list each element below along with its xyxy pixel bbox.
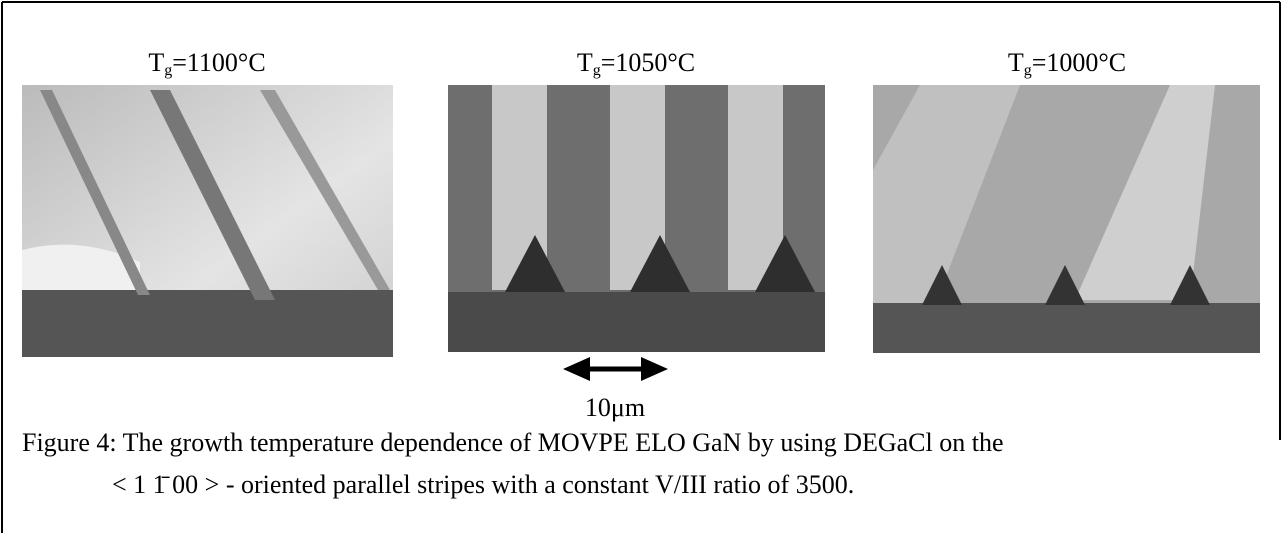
caption: Figure 4: The growth temperature depende…: [22, 428, 1004, 458]
scale-arrow: [563, 357, 668, 381]
scale-label: 10μm: [565, 393, 665, 423]
sem-image: [22, 85, 393, 357]
page: Tg=1100°C Tg=1050°C Tg=1000°C 10μm Figur…: [0, 0, 1283, 533]
panel-label: Tg=1050°C: [536, 48, 736, 80]
sem-image: [448, 85, 825, 352]
panel-label: Tg=1100°C: [107, 48, 307, 80]
caption: < 1 1̄ 00 > - oriented parallel stripes …: [112, 470, 854, 500]
panel-label: Tg=1000°C: [967, 48, 1167, 80]
sem-image: [873, 85, 1260, 353]
